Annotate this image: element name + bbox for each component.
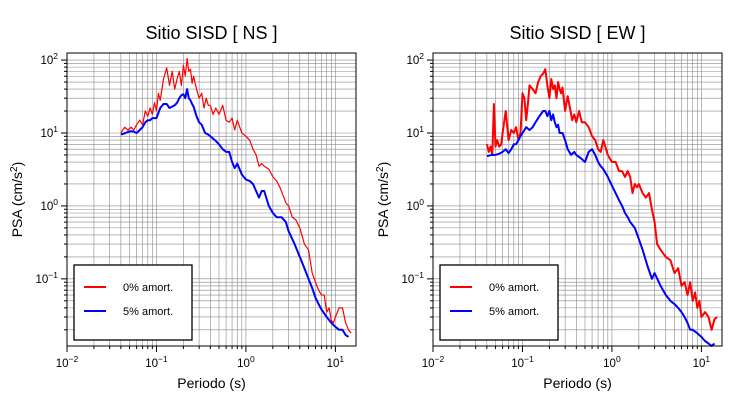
x-tick-label: 101 (693, 354, 711, 370)
legend-label: 0% amort. (123, 282, 173, 294)
x-tick-label: 10−1 (145, 354, 168, 370)
chart-panel-2: 10−2 10−1 100 101 10−1 100 101 102 Sitio SISD [ … (375, 23, 723, 391)
chart-panel-1: 10−2 10−1 100 101 10−1 100 101 102 Sitio SISD [ … (9, 23, 357, 391)
y-tick-label: 100 (40, 197, 58, 213)
legend-box (73, 264, 193, 341)
y-tick-label: 102 (406, 51, 424, 67)
plot-frame (66, 52, 357, 347)
y-axis-label: PSA (cm/s2) (375, 162, 391, 238)
x-tick-label: 10−2 (56, 354, 79, 370)
series-line-0pct (485, 68, 718, 331)
chart-title: Sitio SISD [ EW ] (509, 23, 645, 43)
y-tick-label: 101 (40, 124, 58, 140)
y-tick-label: 102 (40, 51, 58, 67)
y-axis-label: PSA (cm/s2) (9, 162, 25, 238)
y-tick-label: 10−1 (36, 270, 59, 286)
y-tick-label: 101 (406, 124, 424, 140)
legend-box (439, 264, 559, 341)
x-tick-label: 10−1 (511, 354, 534, 370)
legend-label: 5% amort. (123, 306, 173, 318)
legend-label: 5% amort. (489, 306, 539, 318)
x-tick-label: 100 (237, 354, 255, 370)
legend: 0% amort. 5% amort. (439, 264, 559, 341)
legend-label: 0% amort. (489, 282, 539, 294)
y-tick-label: 100 (406, 197, 424, 213)
plot-frame (432, 52, 723, 347)
series-line-0pct (120, 57, 352, 334)
y-tick-label: 10−1 (402, 270, 425, 286)
x-axis-label: Periodo (s) (177, 375, 245, 391)
chart-title: Sitio SISD [ NS ] (145, 23, 277, 43)
x-tick-label: 10−2 (422, 354, 445, 370)
series-line-5pct (120, 88, 350, 338)
x-axis-label: Periodo (s) (543, 375, 611, 391)
x-tick-label: 101 (327, 354, 345, 370)
legend: 0% amort. 5% amort. (73, 264, 193, 341)
series-line-5pct (486, 110, 716, 347)
x-tick-label: 100 (603, 354, 621, 370)
